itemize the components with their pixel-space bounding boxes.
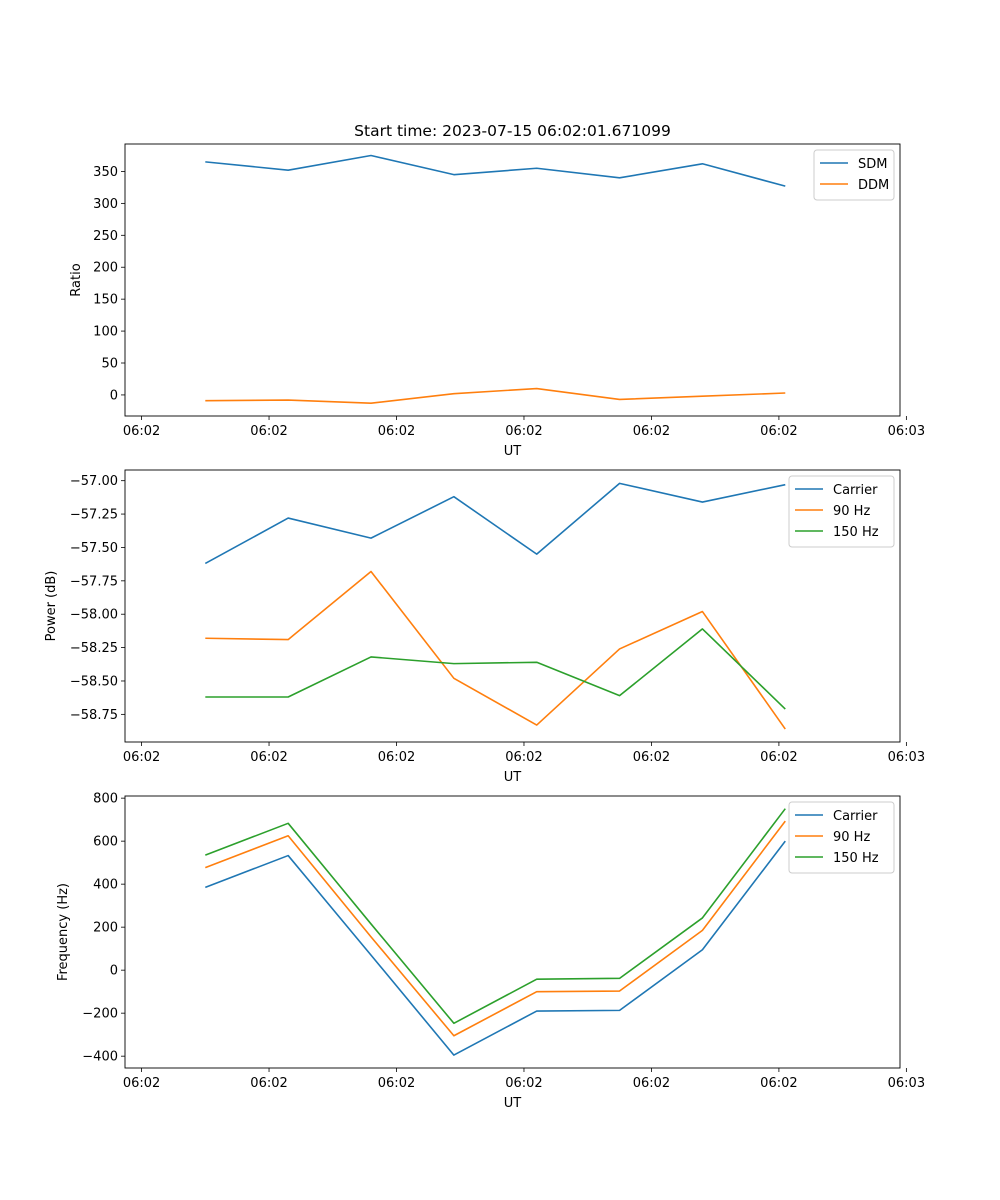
y-tick-label: −58.00 (70, 608, 118, 623)
series-line-150-hz (205, 808, 786, 1025)
x-tick-label: 06:03 (888, 1076, 925, 1091)
legend-box (788, 801, 895, 874)
series-line-carrier (205, 840, 786, 1056)
x-tick-label: 06:02 (123, 1076, 160, 1091)
x-tick-label: 06:02 (250, 750, 287, 765)
legend-label: Carrier (833, 483, 878, 498)
chart-title: Start time: 2023-07-15 06:02:01.671099 (354, 122, 671, 140)
x-tick-label: 06:02 (760, 424, 797, 439)
y-axis-label: Power (dB) (44, 571, 59, 642)
x-tick-label: 06:02 (505, 1076, 542, 1091)
y-axis-label: Frequency (Hz) (56, 883, 71, 981)
x-axis-label: UT (504, 444, 522, 459)
axes-frame (124, 795, 901, 1069)
y-tick-label: 50 (101, 357, 118, 372)
y-tick-label: −58.25 (70, 641, 118, 656)
y-tick-label: −58.50 (70, 674, 118, 689)
x-tick-label: 06:02 (250, 1076, 287, 1091)
chart-panel-1: 06:02 06:02 06:02 06:02 06:02 06:02 06:03 0 50 10… (69, 122, 925, 459)
y-axis-label: Ratio (69, 263, 84, 296)
y-tick-label: 350 (93, 165, 118, 180)
y-tick-label: −400 (82, 1050, 118, 1065)
x-tick-label: 06:02 (760, 750, 797, 765)
y-tick-label: 0 (110, 388, 118, 403)
y-tick-label: −200 (82, 1007, 118, 1022)
x-tick-label: 06:02 (378, 424, 415, 439)
y-tick-label: 400 (93, 878, 118, 893)
y-tick-label: 800 (93, 792, 118, 807)
x-tick-label: 06:02 (250, 424, 287, 439)
x-tick-label: 06:02 (633, 1076, 670, 1091)
legend: SDM DDM (813, 149, 895, 201)
legend-label: 90 Hz (833, 504, 870, 519)
y-tick-label: 300 (93, 197, 118, 212)
x-axis-label: UT (504, 770, 522, 785)
series-line-sdm (205, 154, 786, 187)
chart-panel-2: 06:02 06:02 06:02 06:02 06:02 06:02 06:03 −58.7… (44, 469, 925, 785)
legend-box (788, 475, 895, 548)
x-tick-label: 06:02 (633, 424, 670, 439)
legend: Carrier 90 Hz 150 Hz (788, 475, 895, 548)
legend-label: SDM (858, 157, 887, 172)
x-tick-label: 06:02 (760, 1076, 797, 1091)
x-tick-label: 06:02 (633, 750, 670, 765)
legend-label: DDM (858, 178, 889, 193)
y-tick-label: 250 (93, 229, 118, 244)
y-tick-label: 150 (93, 293, 118, 308)
x-tick-label: 06:03 (888, 750, 925, 765)
x-tick-label: 06:02 (378, 750, 415, 765)
y-tick-label: 600 (93, 835, 118, 850)
y-tick-label: −57.25 (70, 508, 118, 523)
series-line-carrier (204, 482, 786, 565)
y-tick-label: 0 (110, 964, 118, 979)
x-tick-label: 06:02 (505, 424, 542, 439)
y-tick-label: 100 (93, 325, 118, 340)
chart-panel-3: 06:02 06:02 06:02 06:02 06:02 06:02 06:03 −400 −… (56, 792, 925, 1111)
series-line-90-hz (205, 570, 786, 730)
y-tick-label: −57.50 (70, 541, 118, 556)
x-axis-label: UT (504, 1096, 522, 1111)
y-tick-label: 200 (93, 921, 118, 936)
y-tick-label: −57.00 (70, 474, 118, 489)
legend-label: 150 Hz (833, 525, 879, 540)
y-tick-label: −58.75 (70, 708, 118, 723)
x-tick-label: 06:02 (378, 1076, 415, 1091)
legend: Carrier 90 Hz 150 Hz (788, 801, 895, 874)
axes-frame (124, 469, 901, 743)
y-tick-label: 200 (93, 261, 118, 276)
legend-label: Carrier (833, 809, 878, 824)
series-line-90-hz (205, 820, 786, 1037)
x-tick-label: 06:02 (123, 750, 160, 765)
axes-frame (124, 143, 901, 417)
legend-label: 150 Hz (833, 851, 879, 866)
series-line-ddm (205, 387, 786, 405)
legend-label: 90 Hz (833, 830, 870, 845)
y-tick-label: −57.75 (70, 574, 118, 589)
x-tick-label: 06:02 (505, 750, 542, 765)
x-tick-label: 06:02 (123, 424, 160, 439)
series-line-150-hz (205, 628, 786, 710)
x-tick-label: 06:03 (888, 424, 925, 439)
